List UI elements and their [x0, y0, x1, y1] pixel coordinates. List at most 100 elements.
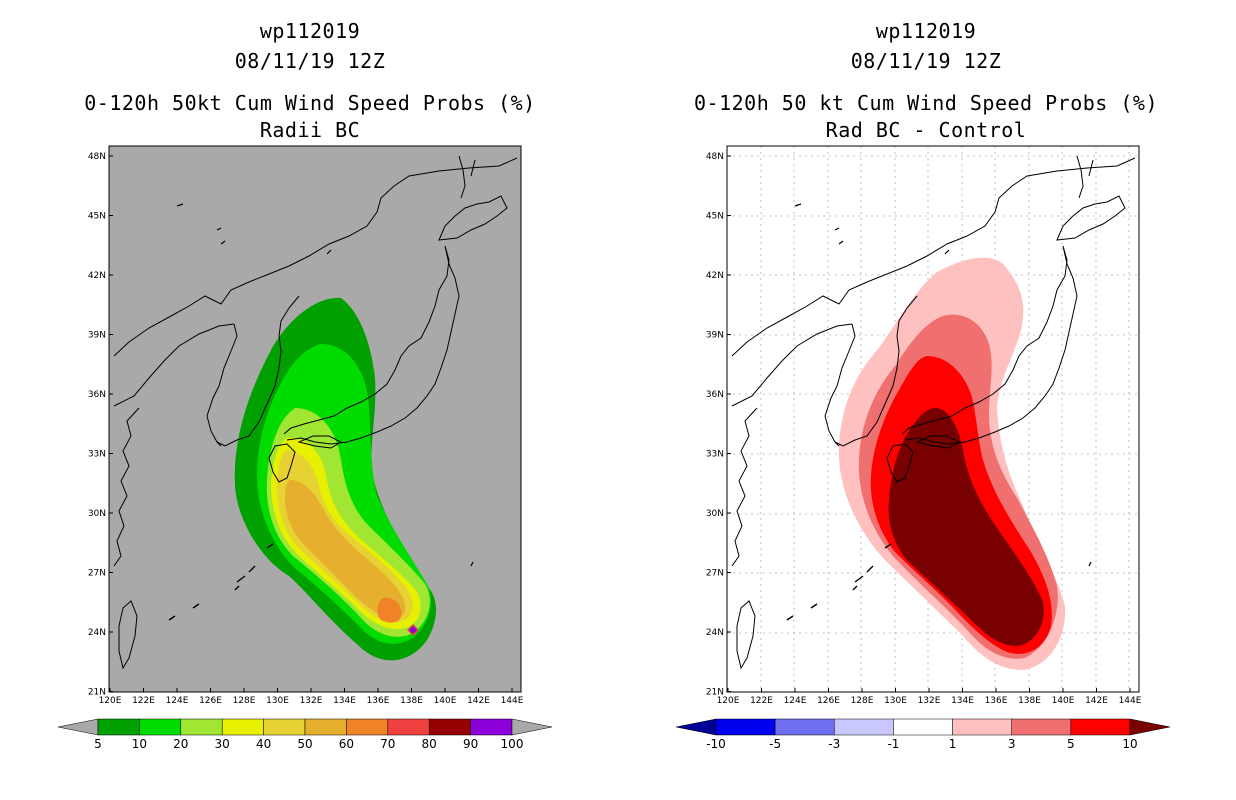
right-storm-id: wp112019 — [875, 19, 977, 43]
left-lat-label: 36N — [88, 390, 106, 400]
right-lat-label: 42N — [706, 271, 724, 281]
left-colorbar-swatch — [221, 718, 264, 736]
left-chart-title: 0-120h 50kt Cum Wind Speed Probs (%) — [84, 91, 536, 115]
left-colorbar-label: 100 — [501, 737, 524, 751]
right-lon-label: 132E — [918, 696, 941, 706]
right-chart-subtitle: Rad BC - Control — [825, 118, 1027, 142]
left-colorbar-label: 50 — [297, 737, 312, 751]
left-storm-id: wp112019 — [259, 19, 361, 43]
left-colorbar-label: 80 — [422, 737, 437, 751]
left-lon-label: 142E — [467, 696, 490, 706]
contour-50 — [285, 480, 406, 619]
left-colorbar-swatch — [97, 718, 140, 736]
right-colorbar-swatch — [1011, 718, 1072, 736]
right-lon-label: 138E — [1018, 696, 1041, 706]
right-colorbar-label: -3 — [828, 737, 840, 751]
left-colorbar-label: 90 — [463, 737, 478, 751]
right-lon-label: 126E — [817, 696, 840, 706]
left-lat-label: 45N — [88, 212, 106, 222]
right-colorbar-swatch — [715, 718, 776, 736]
right-datetime: 08/11/19 12Z — [850, 49, 1002, 73]
right-chart-title: 0-120h 50 kt Cum Wind Speed Probs (%) — [693, 91, 1159, 115]
right-title-block: wp112019 08/11/19 12Z 0-120h 50 kt Cum W… — [676, 16, 1176, 145]
left-colorbar-label: 60 — [339, 737, 354, 751]
left-lon-label: 130E — [266, 696, 289, 706]
right-colorbar-swatch — [1070, 718, 1131, 736]
left-colorbar-swatch — [139, 718, 182, 736]
right-lon-label: 122E — [750, 696, 773, 706]
left-lon-label: 136E — [367, 696, 390, 706]
right-colorbar-max-arrow — [1129, 718, 1171, 736]
right-difference-contours — [838, 257, 1066, 670]
left-map-panel — [108, 145, 522, 693]
right-lon-labels: 120E 122E 124E 126E 128E 130E 132E 134E 136E 138E… — [717, 688, 1142, 706]
right-lon-label: 134E — [951, 696, 974, 706]
left-colorbar-label: 10 — [132, 737, 147, 751]
left-colorbar-max-arrow — [511, 718, 553, 736]
right-lat-label: 48N — [706, 152, 724, 162]
right-lon-label: 136E — [985, 696, 1008, 706]
left-title-block: wp112019 08/11/19 12Z 0-120h 50kt Cum Wi… — [60, 16, 560, 145]
left-lon-label: 138E — [400, 696, 423, 706]
left-lon-label: 144E — [501, 696, 524, 706]
right-lat-label: 33N — [706, 450, 724, 460]
left-colorbar-min-arrow — [57, 718, 99, 736]
right-colorbar-label: 10 — [1122, 737, 1137, 751]
left-lat-label: 30N — [88, 509, 106, 519]
left-colorbar-swatch — [263, 718, 306, 736]
right-lat-label: 45N — [706, 212, 724, 222]
left-colorbar: 5 10 20 30 40 50 60 70 80 90 100 — [57, 718, 553, 751]
right-colorbar-swatch — [834, 718, 894, 736]
right-lat-label: 24N — [706, 628, 724, 638]
left-lon-label: 120E — [99, 696, 122, 706]
contour-60 — [377, 597, 402, 623]
left-lat-label: 27N — [88, 569, 106, 579]
left-colorbar-label: 70 — [380, 737, 395, 751]
left-colorbar-swatch — [304, 718, 347, 736]
right-colorbar-label: -10 — [706, 737, 726, 751]
left-lat-label: 21N — [88, 688, 106, 698]
left-colorbar-swatch — [470, 718, 513, 736]
right-colorbar-label: 1 — [949, 737, 957, 751]
right-lon-label: 120E — [717, 696, 740, 706]
left-colorbar-label: 40 — [256, 737, 271, 751]
right-colorbar-label: 3 — [1008, 737, 1016, 751]
right-lat-labels: 48N 45N 42N 39N 36N 33N 30N 27N 24N 21N — [706, 152, 731, 698]
right-map-panel — [726, 145, 1140, 693]
right-lon-label: 130E — [884, 696, 907, 706]
right-colorbar-swatch — [774, 718, 835, 736]
left-map-frame — [108, 145, 522, 693]
left-chart-subtitle: Radii BC — [259, 118, 361, 142]
left-lon-label: 134E — [333, 696, 356, 706]
left-lon-label: 132E — [300, 696, 323, 706]
right-lon-label: 144E — [1119, 696, 1142, 706]
right-lon-label: 140E — [1052, 696, 1075, 706]
right-colorbar-min-arrow — [675, 718, 717, 736]
left-lon-label: 140E — [434, 696, 457, 706]
left-colorbar-swatch — [387, 718, 430, 736]
left-lat-label: 42N — [88, 271, 106, 281]
left-lat-label: 33N — [88, 450, 106, 460]
left-datetime: 08/11/19 12Z — [234, 49, 386, 73]
right-lon-label: 128E — [851, 696, 874, 706]
left-probability-contours — [234, 297, 436, 661]
right-lon-label: 124E — [784, 696, 807, 706]
right-lat-label: 36N — [706, 390, 724, 400]
right-lat-label: 27N — [706, 569, 724, 579]
right-lat-label: 39N — [706, 331, 724, 341]
right-lat-label: 21N — [706, 688, 724, 698]
right-map-frame — [726, 145, 1140, 693]
right-colorbar-swatch — [952, 718, 1012, 736]
left-colorbar-swatch — [428, 718, 471, 736]
left-colorbar-label: 20 — [173, 737, 188, 751]
right-colorbar-label: 5 — [1067, 737, 1075, 751]
left-colorbar-label: 30 — [215, 737, 230, 751]
left-lat-label: 48N — [88, 152, 106, 162]
left-colorbar-label: 5 — [94, 737, 102, 751]
right-lon-label: 142E — [1085, 696, 1108, 706]
left-lon-labels: 120E 122E 124E 126E 128E 130E 132E 134E 136E 138E… — [99, 688, 524, 706]
contour-90 — [409, 626, 417, 634]
left-colorbar-swatch — [346, 718, 389, 736]
right-colorbar-label: -5 — [769, 737, 781, 751]
